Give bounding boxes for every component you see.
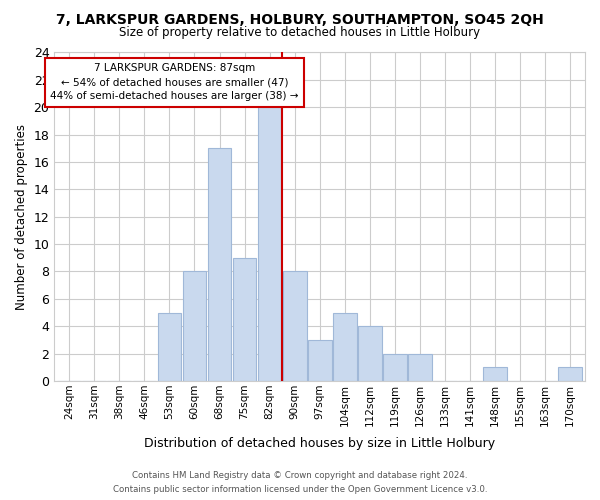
- Text: 7 LARKSPUR GARDENS: 87sqm
← 54% of detached houses are smaller (47)
44% of semi-: 7 LARKSPUR GARDENS: 87sqm ← 54% of detac…: [50, 64, 299, 102]
- Bar: [333, 312, 356, 381]
- Bar: [483, 368, 507, 381]
- Bar: [308, 340, 332, 381]
- Text: Size of property relative to detached houses in Little Holbury: Size of property relative to detached ho…: [119, 26, 481, 39]
- Y-axis label: Number of detached properties: Number of detached properties: [15, 124, 28, 310]
- Bar: [233, 258, 256, 381]
- Bar: [283, 272, 307, 381]
- Bar: [383, 354, 407, 381]
- Bar: [408, 354, 431, 381]
- X-axis label: Distribution of detached houses by size in Little Holbury: Distribution of detached houses by size …: [144, 437, 495, 450]
- Bar: [208, 148, 232, 381]
- Bar: [558, 368, 582, 381]
- Text: 7, LARKSPUR GARDENS, HOLBURY, SOUTHAMPTON, SO45 2QH: 7, LARKSPUR GARDENS, HOLBURY, SOUTHAMPTO…: [56, 12, 544, 26]
- Bar: [182, 272, 206, 381]
- Text: Contains HM Land Registry data © Crown copyright and database right 2024.
Contai: Contains HM Land Registry data © Crown c…: [113, 472, 487, 494]
- Bar: [257, 107, 281, 381]
- Bar: [158, 312, 181, 381]
- Bar: [358, 326, 382, 381]
